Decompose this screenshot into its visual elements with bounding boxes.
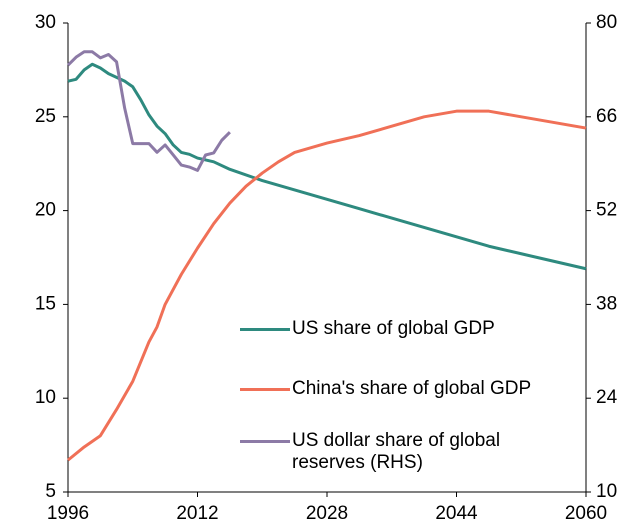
legend-label: US share of global GDP (292, 318, 495, 339)
legend-swatch (240, 388, 290, 391)
x-tick-label: 2044 (435, 503, 478, 524)
legend-swatch (240, 440, 290, 443)
x-tick-label: 2012 (176, 503, 218, 524)
y-tick-label: 25 (35, 106, 56, 127)
y2-tick-label: 66 (596, 106, 617, 127)
y2-tick-label: 80 (596, 12, 617, 33)
y2-tick-label: 24 (596, 387, 618, 408)
x-tick-label: 1996 (47, 503, 89, 524)
legend-swatch (240, 328, 290, 331)
y-tick-label: 5 (45, 481, 56, 502)
y2-tick-label: 52 (596, 200, 617, 221)
x-tick-label: 2060 (565, 503, 607, 524)
legend-item: China's share of global GDP (240, 378, 540, 400)
series-line (66, 50, 231, 172)
y-tick-label: 15 (35, 293, 56, 314)
y-tick-label: 30 (35, 12, 56, 33)
legend-label: US dollar share of global reserves (RHS) (292, 430, 501, 473)
y2-tick-label: 10 (596, 481, 617, 502)
legend-item: US share of global GDP (240, 318, 540, 340)
series-line (67, 62, 587, 271)
y-tick-label: 10 (35, 387, 56, 408)
legend-item: US dollar share of global reserves (RHS) (240, 430, 540, 474)
y-tick-label: 20 (35, 200, 56, 221)
x-tick-label: 2028 (306, 503, 348, 524)
legend-label: China's share of global GDP (292, 378, 532, 399)
y2-tick-label: 38 (596, 293, 617, 314)
series-line (67, 109, 587, 462)
